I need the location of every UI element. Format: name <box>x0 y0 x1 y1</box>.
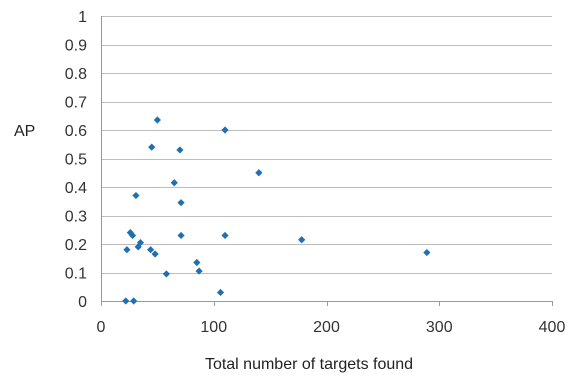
y-tick-label: 0 <box>78 294 87 311</box>
x-tick-label: 400 <box>539 319 566 336</box>
data-point <box>136 238 145 247</box>
data-point <box>162 270 170 278</box>
data-point <box>170 179 178 187</box>
y-tick-label: 0.9 <box>65 38 87 55</box>
x-axis-label: Total number of targets found <box>205 356 413 373</box>
x-tick-label: 200 <box>313 319 340 336</box>
data-point <box>423 248 431 257</box>
data-point <box>151 250 159 258</box>
data-point <box>221 126 229 134</box>
data-point <box>176 146 184 154</box>
y-tick-label: 0.1 <box>65 266 87 283</box>
data-point <box>193 258 201 267</box>
x-tick-label: 100 <box>200 319 227 336</box>
data-point <box>132 191 140 200</box>
data-point <box>298 236 306 244</box>
y-tick-label: 0.5 <box>65 152 87 169</box>
data-point <box>148 143 156 151</box>
y-tick-labels: 0 0.1 0.2 0.3 0.4 0.5 0.6 0.7 0.8 0.9 1 <box>65 9 87 311</box>
data-point <box>177 231 185 240</box>
data-point <box>177 199 185 207</box>
y-tick-label: 0.7 <box>65 95 87 112</box>
data-point <box>122 297 130 305</box>
y-tick-label: 0.3 <box>65 209 87 226</box>
x-tick-labels: 0 100 200 300 400 <box>97 319 566 336</box>
y-tick-label: 0.8 <box>65 66 87 83</box>
y-tick-label: 0.6 <box>65 123 87 140</box>
data-point <box>147 246 155 254</box>
y-axis-label: AP <box>14 123 35 140</box>
grid-lines <box>101 16 552 274</box>
axes <box>101 16 553 306</box>
data-points <box>122 116 431 305</box>
data-point <box>255 169 263 177</box>
data-point <box>153 116 161 124</box>
y-tick-label: 1 <box>78 9 87 26</box>
data-point <box>195 267 203 275</box>
data-point <box>128 231 137 240</box>
y-tick-label: 0.2 <box>65 237 87 254</box>
data-point <box>130 297 138 305</box>
data-point <box>221 231 229 240</box>
y-tick-label: 0.4 <box>65 180 87 197</box>
data-point <box>216 288 225 297</box>
data-point <box>123 246 131 254</box>
x-tick-label: 0 <box>97 319 106 336</box>
x-tick-label: 300 <box>426 319 453 336</box>
